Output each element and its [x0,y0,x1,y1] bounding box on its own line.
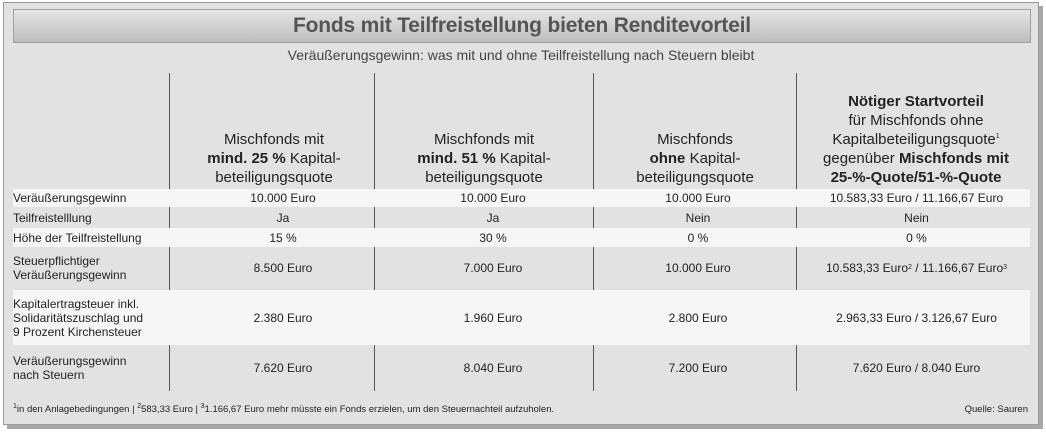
table-cell: 7.620 Euro / 8.040 Euro [852,361,981,375]
header-col4-line4: gegenüber Mischfonds mit [823,150,1009,167]
header-col2-line3: beteiligungsquote [425,169,543,186]
header-col4-line3: Kapitalbeteiligungsquote1 [832,131,1000,148]
table-cell: 10.000 Euro [250,191,316,205]
header-col1: Mischfonds mit mind. 25 % Kapital- betei… [179,81,369,187]
table-cell: 2.380 Euro [253,310,313,325]
header-col3-line2: ohne Kapital- [649,150,741,167]
table-cell: 10.583,33 Euro 2 / 11.166,67 Euro 3 [825,261,1008,275]
table-cell: Ja [486,210,500,225]
header-col4-line5: 25-%-Quote/51-%-Quote [830,169,1002,186]
row-label: Kapitalertragsteuer inkl. Solidaritätszus… [13,296,144,339]
footnote: 1in den Anlagebedingungen | 2583,33 Euro… [13,402,555,415]
header-col4-line1: Nötiger Startvorteil [848,93,984,110]
header-col2-line1: Mischfonds mit [433,131,535,148]
row-label: Veräußerungsgewinn [13,191,127,205]
table-cell: Nein [904,210,929,225]
table-cell: 30 % [479,230,507,245]
header-col2-line2: mind. 51 % Kapital- [417,150,551,167]
table-row: Veräußerungsgewinn nach Steuern 7.620 Eur… [13,348,1030,388]
table-cell: 8.040 Euro [463,361,523,375]
header-col1-line2: mind. 25 % Kapital- [207,150,341,167]
row-label: Steuerpflichtiger Veräußerungsgewinn [13,254,127,282]
header-col1-line1: Mischfonds mit [223,131,325,148]
table-cell: 10.000 Euro [665,261,731,275]
header-col1-line3: beteiligungsquote [215,169,333,186]
table-cell: 10.000 Euro [665,191,731,205]
table-cell: 10.583,33 Euro / 11.166,67 Euro [829,191,1004,205]
table-cell: 8.500 Euro [253,261,313,275]
chart-title: Fonds mit Teilfreistellung bieten Rendit… [13,9,1031,43]
table-cell: 15 % [269,230,297,245]
chart-subtitle: Veräußerungsgewinn: was mit und ohne Tei… [287,47,755,63]
table-row: Kapitalertragsteuer inkl. Solidaritätszus… [13,290,1030,345]
table-cell: Ja [276,210,290,225]
row-label: Teilfreistelllung [13,210,92,225]
table-cell: Nein [685,210,711,225]
table-cell: 10.000 Euro [460,191,526,205]
table-cell: 1.960 Euro [463,310,523,325]
table-row: Steuerpflichtiger Veräußerungsgewinn 8.50… [13,249,1030,287]
header-col3: Mischfonds ohne Kapital- beteiligungsquo… [602,81,788,187]
row-label: Höhe der Teilfreistellung [13,230,142,245]
row-label: Veräußerungsgewinn nach Steuern [13,354,127,382]
infographic-frame: Fonds mit Teilfreistellung bieten Rendit… [3,2,1039,425]
table-cell: 2.800 Euro [668,310,728,325]
header-col4: Nötiger Startvorteil für Mischfonds ohne… [804,81,1028,187]
source-credit: Quelle: Sauren [964,404,1028,415]
table-row: Veräußerungsgewinn 10.000 Euro 10.000 Eu… [13,189,1030,207]
table-row: Höhe der Teilfreistellung 15 % 30 % 0 % … [13,228,1030,247]
table-cell: 0 % [906,230,927,245]
table-cell: 2.963,33 Euro / 3.126,67 Euro [836,310,997,325]
header-col3-line1: Mischfonds [657,131,733,148]
table-row: Teilfreistelllung Ja Ja Nein Nein [13,208,1030,227]
header-col3-line3: beteiligungsquote [636,169,754,186]
table-cell: 0 % [687,230,709,245]
header-col4-line2: für Mischfonds ohne [848,112,984,129]
table-cell: 7.620 Euro [253,361,313,375]
table-cell: 7.000 Euro [463,261,523,275]
table-cell: 7.200 Euro [668,361,728,375]
header-col2: Mischfonds mit mind. 51 % Kapital- betei… [389,81,579,187]
